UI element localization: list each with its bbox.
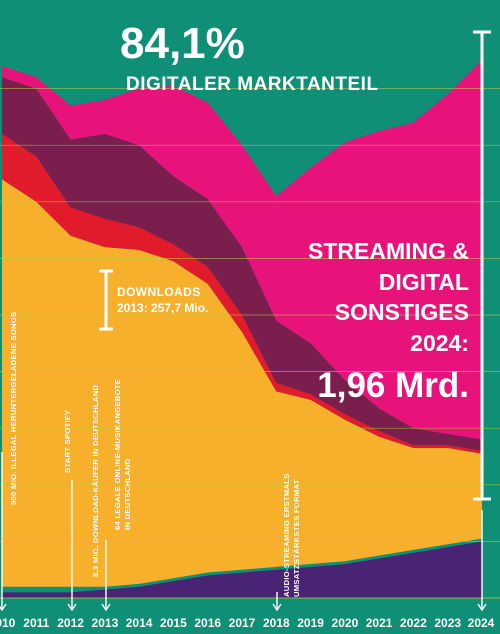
x-tick-label: 2022	[400, 616, 427, 630]
downloads-note-line-1: DOWNLOADS	[117, 285, 201, 299]
streaming-label-line-2: DIGITAL	[379, 269, 469, 295]
x-tick-label: 2017	[229, 616, 256, 630]
area-purple	[2, 541, 482, 598]
streaming-label-line-1: STREAMING &	[308, 238, 469, 264]
right-margin	[482, 0, 500, 634]
x-tick-label: 2010	[0, 616, 16, 630]
headline-label: DIGITALER MARKTANTEIL	[126, 74, 379, 95]
x-tick-label: 2024	[468, 616, 495, 630]
x-tick-label: 2021	[366, 616, 393, 630]
downloads-bracket	[99, 269, 113, 331]
x-axis-tick-labels: 2010 2011 2012 2013 2014 2015 2016 2017 2018 2019…	[0, 616, 495, 630]
event-lines	[0, 452, 487, 612]
headline-value: 84,1%	[120, 19, 245, 68]
event-2013-offers-caption-line-1: 64 LEGALE ONLINE-MUSIKANGEBOTE	[113, 379, 122, 530]
streaming-label-line-3: SONSTIGES	[335, 299, 469, 325]
x-tick-label: 2018	[263, 616, 290, 630]
streaming-bracket	[473, 30, 491, 501]
streaming-label-value: 1,96 Mrd.	[317, 366, 469, 405]
event-2010-caption: 900 MIO. ILLEGAL HERUNTERGELADENE SONGS	[9, 312, 18, 505]
x-tick-label: 2012	[57, 616, 84, 630]
event-2012-caption: START SPOTIFY	[63, 410, 72, 473]
x-tick-label: 2015	[160, 616, 187, 630]
gridlines	[0, 88, 500, 599]
streaming-label-year: 2024:	[410, 330, 469, 356]
x-tick-label: 2019	[297, 616, 324, 630]
x-tick-label: 2020	[332, 616, 359, 630]
event-2013-downloads-caption: 8,3 MIO. DOWNLOAD-KÄUFER IN DEUTSCHLAND	[91, 385, 100, 577]
x-tick-label: 2011	[23, 616, 49, 630]
area-streaming	[2, 60, 482, 440]
x-tick-label: 2023	[434, 616, 461, 630]
area-downloads	[2, 77, 482, 451]
event-2018-caption-line-1: AUDIO-STREAMING ERSTMALS	[282, 473, 291, 597]
x-tick-label: 2014	[126, 616, 153, 630]
event-2013-offers-caption-line-2: IN DEUTSCHLAND	[123, 458, 132, 530]
area-teal	[2, 538, 482, 593]
downloads-note-line-2: 2013: 257,7 Mio.	[117, 301, 208, 315]
event-2018-caption-line-2: UMSATZSTÄRKSTES FORMAT	[292, 479, 301, 597]
x-tick-label: 2013	[92, 616, 119, 630]
x-tick-label: 2016	[194, 616, 221, 630]
